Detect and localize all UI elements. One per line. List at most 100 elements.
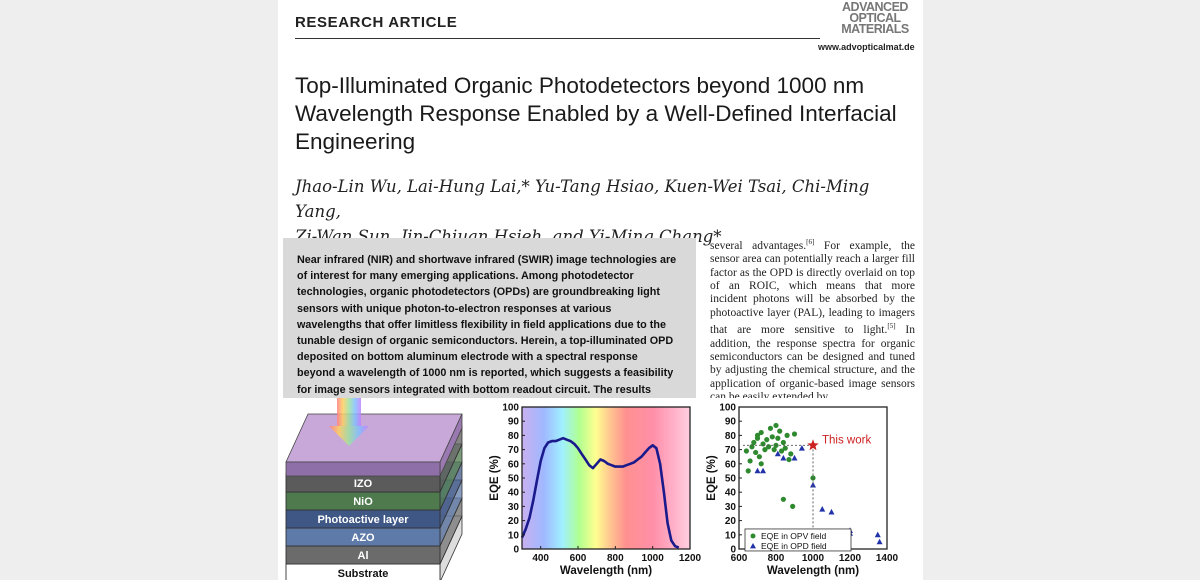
authors-line-1: Jhao-Lin Wu, Lai-Hung Lai,* Yu-Tang Hsia…: [295, 177, 870, 221]
x-tick-label: 1000: [802, 553, 825, 564]
opv-data-point: [758, 461, 764, 467]
legend-label: EQE in OPV field: [761, 531, 826, 541]
journal-url[interactable]: www.advopticalmat.de: [818, 42, 915, 52]
y-axis-label: EQE (%): [706, 455, 718, 501]
light-beam-shaft: [337, 398, 361, 426]
opv-data-point: [782, 445, 788, 451]
opd-data-point: [780, 454, 787, 461]
article-title: Top-Illuminated Organic Photodetectors b…: [295, 73, 897, 154]
opd-data-point: [798, 444, 805, 451]
top-layer-slab: [285, 413, 463, 477]
y-tick-label: 10: [508, 530, 520, 541]
device-stack-figure: Substrate Al AZO Photoactive layer NiO IZO: [285, 398, 463, 580]
body-text-1: several advantages.: [710, 239, 807, 252]
header-rule: [295, 38, 820, 39]
y-tick-label: 70: [508, 445, 520, 456]
citation-ref-6[interactable]: [6]: [806, 238, 815, 246]
stack-layer-label: IZO: [354, 478, 373, 490]
x-tick-label: 1200: [839, 553, 862, 564]
light-beam-arrowhead: [329, 426, 369, 446]
y-tick-label: 0: [730, 545, 736, 556]
opv-data-point: [769, 434, 775, 440]
opv-data-point: [743, 448, 749, 454]
opv-data-point: [747, 458, 753, 464]
opv-data-point: [745, 468, 751, 474]
opv-data-point: [754, 432, 761, 438]
opv-data-point: [756, 454, 762, 460]
article-type-label: RESEARCH ARTICLE: [295, 14, 458, 31]
y-tick-label: 60: [508, 459, 520, 470]
x-tick-label: 600: [570, 553, 587, 564]
top-front: [285, 461, 441, 477]
x-tick-label: 800: [607, 553, 624, 564]
opd-data-point: [791, 454, 798, 461]
opv-data-point: [771, 447, 777, 453]
x-axis-label: Wavelength (nm): [767, 565, 859, 577]
y-tick-label: 40: [508, 488, 520, 499]
y-tick-label: 90: [508, 417, 520, 428]
chart-legend: [744, 528, 852, 552]
y-tick-label: 40: [725, 488, 737, 499]
opv-data-point: [784, 432, 790, 438]
x-tick-label: 1400: [876, 553, 899, 564]
x-tick-label: 1200: [679, 553, 701, 564]
opv-data-point: [749, 444, 755, 450]
x-axis-label: Wavelength (nm): [560, 565, 652, 577]
opv-data-point: [788, 451, 794, 457]
legend-marker-opv: [750, 533, 756, 539]
abstract-box: Near infrared (NIR) and shortwave infrar…: [283, 238, 696, 398]
opv-data-point: [764, 437, 770, 443]
opd-data-point: [828, 508, 835, 515]
logo-line-1: ADVANCED: [842, 0, 908, 14]
y-tick-label: 0: [513, 545, 519, 556]
opv-data-point: [762, 447, 768, 453]
y-tick-label: 30: [725, 502, 737, 513]
this-work-label: This work: [822, 434, 871, 446]
opv-data-point: [775, 435, 781, 441]
legend-marker-opd: [750, 542, 756, 549]
body-text-2: For example, the sensor area can potenti…: [710, 239, 915, 337]
opd-data-point: [754, 467, 761, 474]
y-tick-label: 100: [719, 403, 736, 414]
body-text-column: several advantages.[6] For example, the …: [710, 236, 915, 398]
opd-data-point: [760, 467, 767, 474]
opd-data-point: [810, 481, 816, 488]
y-tick-label: 30: [508, 502, 520, 513]
y-tick-label: 100: [502, 403, 519, 414]
citation-ref-5[interactable]: [5]: [887, 322, 896, 331]
spectrum-background: [522, 407, 690, 549]
journal-logo: ADVANCED OPTICAL MATERIALS: [831, 0, 919, 36]
y-tick-label: 80: [725, 431, 737, 442]
x-tick-label: 600: [731, 553, 748, 564]
eqe-curve: [520, 436, 680, 549]
x-tick-label: 1000: [642, 553, 665, 564]
opv-data-point: [773, 422, 779, 429]
x-tick-label: 400: [532, 553, 549, 564]
body-text-3: In addition, the response spectra for or…: [710, 324, 915, 398]
y-tick-label: 80: [508, 431, 520, 442]
logo-line-3: MATERIALS: [841, 22, 909, 36]
stack-layer-label: NiO: [353, 496, 373, 508]
opv-data-point: [786, 456, 792, 463]
y-tick-label: 50: [725, 474, 737, 485]
y-tick-label: 70: [725, 445, 737, 456]
opd-data-point: [874, 531, 881, 538]
opv-data-point: [778, 448, 785, 454]
top-face: [285, 413, 463, 463]
opd-data-point: [819, 506, 826, 512]
this-work-star: [807, 439, 819, 451]
legend-label: EQE in OPD field: [761, 541, 827, 551]
stack-layer-label: Al: [358, 550, 369, 562]
opd-data-point: [876, 538, 883, 545]
y-axis-label: EQE (%): [489, 455, 501, 501]
eqe-spectrum-chart: 0 10 20 30 40 50 60 70 80 90 100 400 600 800 1000 1200 W…: [489, 403, 701, 578]
x-tick-label: 800: [768, 553, 785, 564]
opd-data-point: [774, 450, 781, 457]
eqe-comparison-chart: This work 0 10 20 30 40 50 60 70 80 90 100 600 800 10…: [706, 403, 899, 578]
opv-data-point: [790, 503, 796, 509]
opv-data-point: [777, 428, 783, 434]
logo-line-2: OPTICAL: [849, 11, 901, 25]
opv-data-point: [751, 439, 757, 446]
y-tick-label: 10: [725, 530, 737, 541]
article-page: RESEARCH ARTICLE ADVANCED OPTICAL MATERI…: [278, 0, 923, 580]
